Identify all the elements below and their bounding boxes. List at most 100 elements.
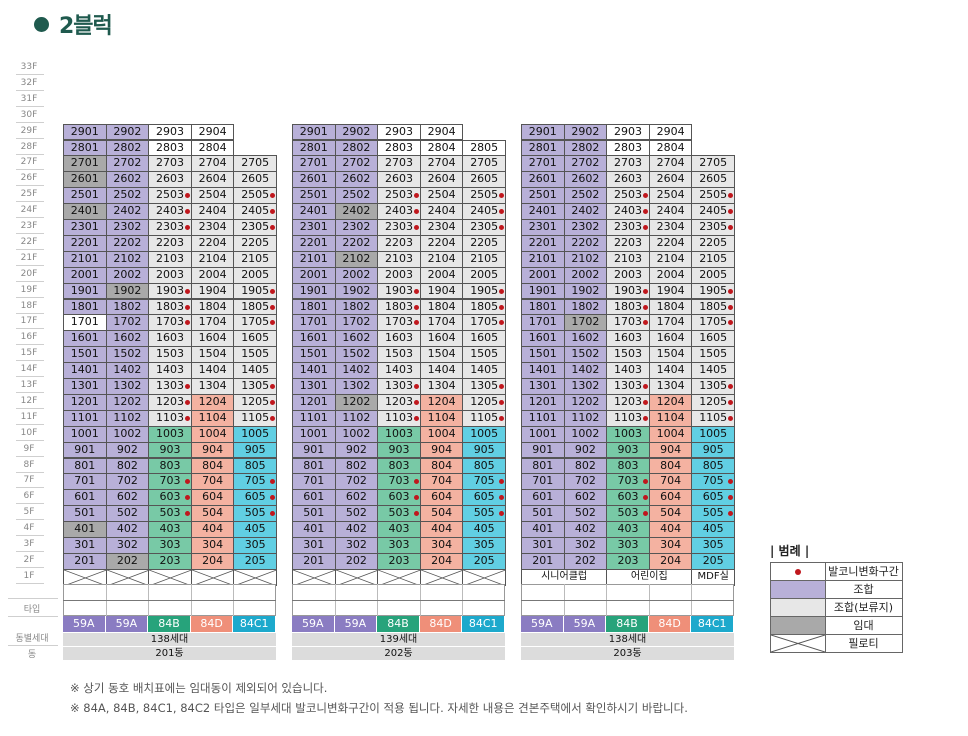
unit-cell: 404 [648,521,693,538]
unit-cell: 2903 [377,123,421,141]
unit-number: 803 [388,458,410,472]
unit-cell: 1901 [521,282,565,300]
unit-number: 2004 [427,267,456,281]
balcony-change-dot-icon [498,399,504,405]
unit-number: 2402 [571,204,600,218]
unit-number: 401 [74,522,96,536]
unit-cell: 2901 [63,123,107,141]
unit-number: 2603 [384,172,413,186]
unit-cell: 1603 [377,330,421,348]
unit-cell: 1203 [606,393,650,411]
balcony-change-dot-icon [727,384,733,389]
unit-number: 802 [574,458,596,472]
floor-label: 15F [14,346,44,362]
unit-cell: 1005 [462,425,506,443]
legend-union-reserved-swatch [771,599,826,616]
unit-number: 2305 [241,220,270,233]
floor-label: 19F [14,283,44,298]
unit-cell: 2801 [521,139,565,157]
unit-cell: 603 [148,489,192,507]
unit-cell: 1202 [563,393,608,411]
unit-number: 2505 [699,188,728,202]
unit-cell: 2703 [377,155,421,173]
unit-cell: 601 [63,489,107,507]
unit-cell: 704 [419,473,464,491]
unit-cell: 1004 [648,425,693,443]
unit-cell: 1201 [292,393,336,411]
unit-cell: 1102 [105,409,150,427]
unit-number: 1305 [241,379,270,392]
unit-cell: 1301 [292,378,336,395]
type-label: 84D [648,616,692,632]
unit-number: 2702 [342,156,371,170]
unit-number: 801 [532,458,554,472]
unit-number: 903 [159,442,181,456]
unit-number: 1601 [528,331,557,345]
unit-number: 1502 [571,347,600,361]
unit-cell: 302 [105,537,150,554]
floor-label: 9F [14,442,44,457]
unit-number: 1601 [299,331,328,345]
page-title-text: 2블럭 [59,14,113,39]
unit-cell: 1801 [521,298,565,316]
unit-cell: 805 [462,457,506,475]
balcony-change-dot-icon [184,399,190,405]
unit-number: 1402 [342,363,371,377]
unit-cell: 2605 [233,171,277,189]
unit-cell: 2101 [521,250,565,268]
unit-cell: 1502 [105,346,150,364]
unit-number: 304 [660,538,682,551]
unit-cell: 2101 [292,250,336,268]
unit-cell: 804 [419,457,464,475]
legend-union-label: 조합 [853,583,874,596]
unit-number: 303 [388,538,410,551]
unit-number: 1403 [613,363,642,377]
unit-cell: 2002 [105,266,150,284]
unit-number: 1405 [241,363,270,377]
unit-cell: 1603 [148,330,192,348]
floor-label: 25F [14,187,44,203]
unit-cell: 2903 [606,123,650,141]
unit-cell: 302 [334,537,379,554]
legend-union: 조합 [770,580,903,599]
unit-number: 2703 [384,156,413,170]
legend-balcony-label: 발코니변화구간 [828,565,899,578]
unit-cell: 1005 [233,425,277,443]
unit-number: 2302 [342,220,371,233]
unit-number: 505 [244,506,266,520]
unit-number: 2205 [241,235,270,249]
unit-number: 705 [244,474,266,488]
unit-cell: 1302 [105,378,150,395]
unit-number: 2605 [241,172,270,186]
unit-cell: 2403 [606,203,650,220]
unit-cell: 2001 [292,266,336,284]
unit-number: 2902 [113,124,142,138]
unit-number: 1601 [70,331,99,345]
unit-number: 905 [244,442,266,456]
unit-cell: 1802 [105,298,150,316]
unit-number: 1405 [699,363,728,377]
unit-number: 2003 [384,267,413,281]
unit-cell: 1801 [63,298,107,316]
unit-number: 405 [702,522,724,536]
unit-number: 2405 [470,204,499,218]
unit-cell: 1104 [190,409,235,427]
unit-cell: 1604 [190,330,235,348]
unit-cell: 2904 [419,123,464,141]
unit-cell: 1401 [292,362,336,379]
unit-number: 1302 [342,379,371,392]
unit-number: 1303 [384,379,413,392]
unit-cell: 1601 [292,330,336,348]
balcony-change-dot-icon [727,495,733,501]
unit-cell: 2405 [462,203,506,220]
note-2: ※ 84A, 84B, 84C1, 84C2 타입은 일부세대 발코니변화구간이… [70,701,688,715]
unit-number: 1505 [699,347,728,361]
unit-number: 1605 [470,331,499,345]
unit-cell: 2405 [691,203,735,220]
unit-cell: 1305 [691,378,735,395]
unit-cell: 2603 [148,171,192,189]
unit-number: 1901 [299,283,328,297]
unit-cell: 2505 [233,187,277,205]
unit-cell: 1302 [563,378,608,395]
unit-number: 2103 [155,251,184,265]
